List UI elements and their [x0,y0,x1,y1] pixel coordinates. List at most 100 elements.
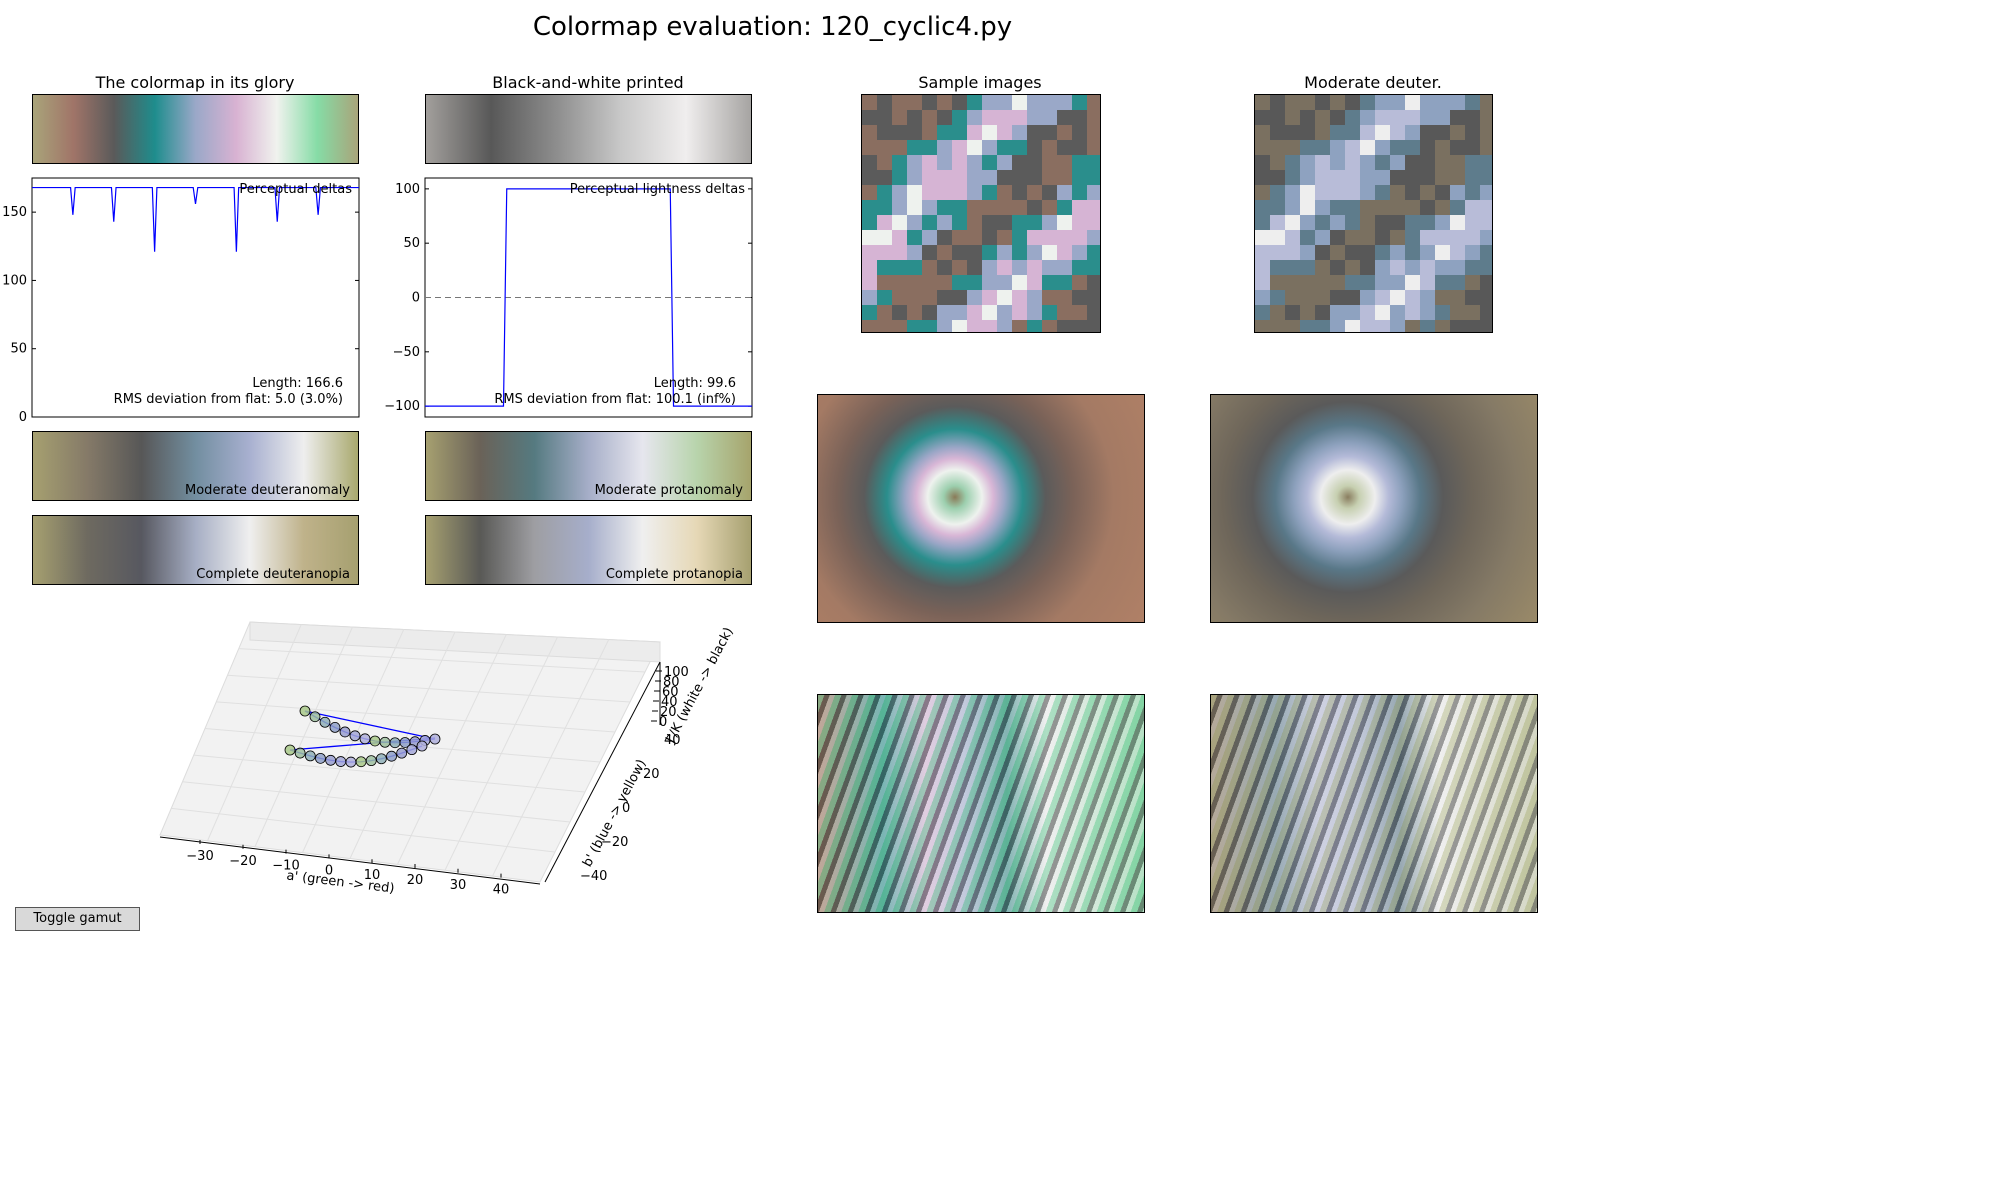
pixel-cell [1405,275,1421,291]
pixel-cell [1450,95,1466,111]
pixel-cell [1270,320,1286,332]
pixel-cell [1420,260,1436,276]
pixel-cell [1435,245,1451,261]
pixel-cell [922,125,938,141]
pixel-cell [892,155,908,171]
pixel-cell [967,275,983,291]
pixel-cell [1300,275,1316,291]
pixel-cell [1012,140,1028,156]
pixel-cell [1300,125,1316,141]
pixel-cell [1255,95,1271,111]
pixel-cell [907,125,923,141]
x-tick-label: 0 [325,863,333,878]
pixel-cell [1315,290,1331,306]
pixel-cell [1330,125,1346,141]
pixel-cell [1435,275,1451,291]
pixel-cell [1390,110,1406,126]
pixel-cell [892,125,908,141]
pixel-cell [1390,125,1406,141]
y-tick-label: −100 [384,399,420,414]
pixel-cell [1027,140,1043,156]
pixel-cell [1435,215,1451,231]
pixel-cell [907,200,923,216]
pixel-cell [1465,140,1481,156]
pixel-cell [937,290,953,306]
pixel-cell [922,185,938,201]
z-tick-label: 60 [662,685,679,700]
pixel-cell [1360,290,1376,306]
pixel-cell [1375,260,1391,276]
pixel-cell [1330,95,1346,111]
pixel-cell [1057,170,1073,186]
pixel-cell [1042,320,1058,332]
pixel-cell [1072,290,1088,306]
toggle-gamut-button[interactable]: Toggle gamut [15,907,140,931]
pixel-cell [1420,200,1436,216]
annotation-rms: RMS deviation from flat: 100.1 (inf%) [494,392,736,407]
gamut-point [345,756,357,768]
pixel-cell [892,95,908,111]
pixel-cell [1345,275,1361,291]
pixel-cell [982,275,998,291]
pixel-cell [1285,155,1301,171]
pixel-cell [1057,185,1073,201]
pixel-cell [1360,95,1376,111]
pixel-cell [1255,185,1271,201]
pixel-cell [1360,305,1376,321]
x-tick-label: 30 [450,878,467,893]
pixel-cell [1465,290,1481,306]
gamut-point [294,747,306,759]
pixel-cell [1480,155,1492,171]
pixel-cell [877,290,893,306]
pixel-cell [937,200,953,216]
pixel-cell [1375,140,1391,156]
pixel-cell [1285,125,1301,141]
pixel-cell [1012,200,1028,216]
pixel-cell [862,215,878,231]
pixel-cell [1315,170,1331,186]
pixel-cell [1420,125,1436,141]
pixel-cell [1012,320,1028,332]
pixel-cell [1435,125,1451,141]
pixel-cell [1072,245,1088,261]
pixel-cell [877,215,893,231]
pixel-cell [1027,245,1043,261]
pixel-cell [997,170,1013,186]
pixel-cell [952,125,968,141]
pixel-cell [907,305,923,321]
pixel-cell [952,320,968,332]
pixel-cell [1480,290,1492,306]
samples-title: Sample images [918,73,1042,92]
pixel-cell [1027,230,1043,246]
pixel-cell [937,260,953,276]
pixel-cell [997,245,1013,261]
series-line [32,186,359,252]
pixel-cell [877,125,893,141]
pixel-cell [1285,185,1301,201]
pixel-cell [1480,95,1492,111]
pixel-cell [982,290,998,306]
y-tick-label: −20 [601,835,628,850]
pixel-cell [967,215,983,231]
pixel-cell [1285,200,1301,216]
pixel-cell [1057,110,1073,126]
pixel-cell [1345,110,1361,126]
pixel-cell [1330,170,1346,186]
pixel-cell [877,275,893,291]
pixel-cell [1087,185,1100,201]
gamut-point [325,754,337,766]
gamut-point [429,733,441,745]
pixel-cell [1087,170,1100,186]
gamut-point [329,722,341,733]
pixel-cell [1300,200,1316,216]
x-axis [159,836,541,885]
pixel-cell [1435,185,1451,201]
pixel-cell [1435,200,1451,216]
pixel-cell [1390,290,1406,306]
glory-title: The colormap in its glory [95,73,295,92]
y-tick-label: −50 [393,345,420,360]
pixel-cell [1072,200,1088,216]
pixel-cell [1465,215,1481,231]
pixel-cell [877,110,893,126]
pixel-cell [1360,245,1376,261]
